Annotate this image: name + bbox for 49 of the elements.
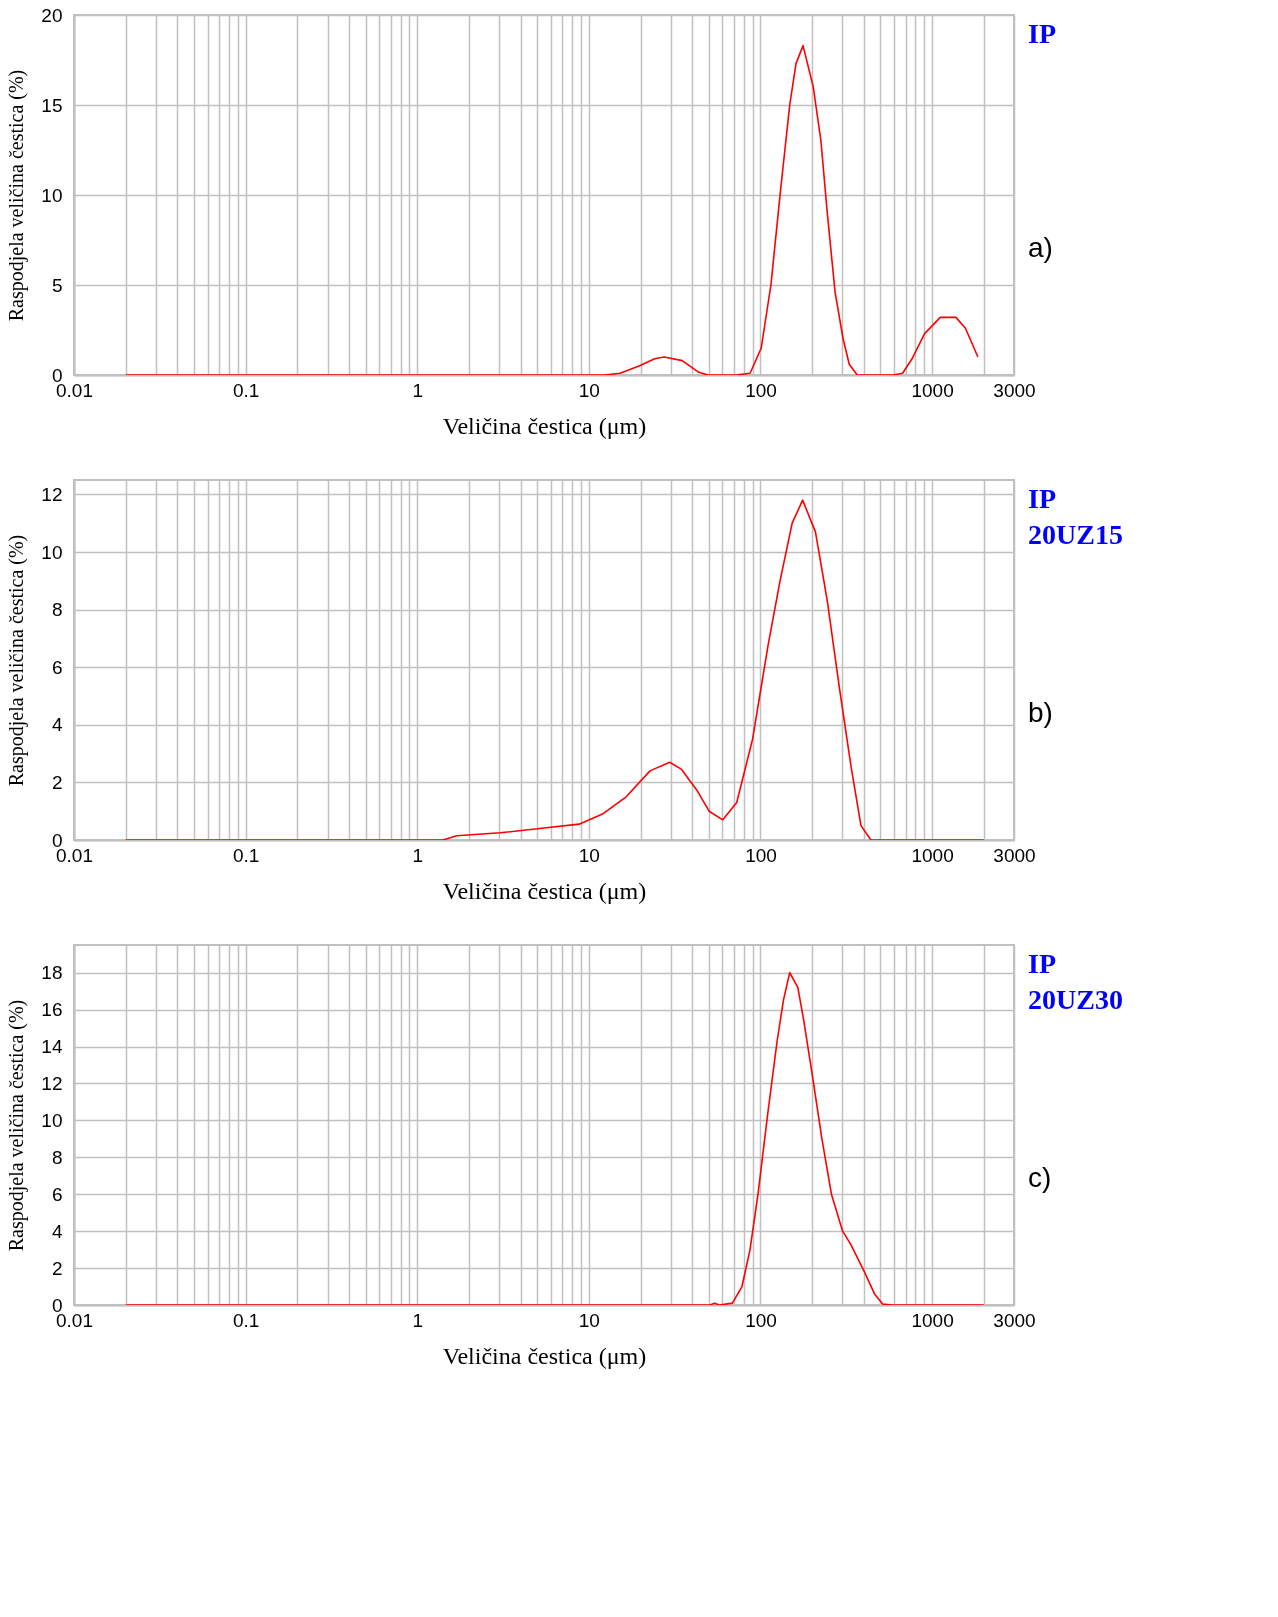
- x-axis-title: Veličina čestica (μm): [442, 877, 647, 904]
- x-tick-label: 1: [412, 379, 424, 401]
- x-tick-label: 1000: [911, 379, 954, 401]
- y-tick-label: 10: [41, 1109, 63, 1131]
- y-tick-label: 10: [41, 184, 63, 206]
- x-tick-label: 0.1: [232, 379, 260, 401]
- y-tick-label: 4: [51, 1220, 63, 1242]
- x-tick-label: 1000: [911, 844, 954, 866]
- x-tick-label: 100: [745, 1309, 777, 1331]
- y-tick-label: 8: [51, 1146, 63, 1168]
- y-axis-title: Raspodjela veličina čestica (%): [5, 69, 29, 322]
- y-tick-label: 15: [41, 94, 63, 116]
- y-axis-title: Raspodjela veličina čestica (%): [5, 534, 29, 787]
- y-tick-label: 20: [41, 4, 63, 26]
- y-tick-label: 5: [51, 274, 63, 296]
- y-tick-label: 14: [41, 1036, 63, 1058]
- x-tick-label: 1000: [911, 1309, 954, 1331]
- text: a): [1028, 232, 1053, 263]
- x-tick-label: 3000: [993, 379, 1036, 401]
- y-tick-label: 18: [41, 962, 63, 984]
- y-tick-label: 2: [51, 1257, 63, 1279]
- x-tick-label: 10: [578, 1309, 600, 1331]
- text: IP 20UZ30: [1028, 948, 1123, 1015]
- x-tick-label: 100: [745, 379, 777, 401]
- text: IP 20UZ15: [1028, 483, 1123, 550]
- x-tick-label: 10: [578, 379, 600, 401]
- x-tick-label: 0.1: [232, 844, 260, 866]
- y-tick-label: 6: [51, 656, 63, 678]
- x-tick-label: 3000: [993, 844, 1036, 866]
- text: IP: [1028, 18, 1056, 49]
- x-tick-label: 1: [412, 1309, 424, 1331]
- y-tick-label: 12: [41, 1072, 63, 1094]
- x-tick-label: 0.1: [232, 1309, 260, 1331]
- y-axis-title: Raspodjela veličina čestica (%): [5, 999, 29, 1252]
- y-tick-label: 6: [51, 1183, 63, 1205]
- x-tick-label: 3000: [993, 1309, 1036, 1331]
- x-axis-title: Veličina čestica (μm): [442, 412, 647, 439]
- x-axis-title: Veličina čestica (μm): [442, 1342, 647, 1369]
- y-tick-label: 12: [41, 483, 63, 505]
- y-tick-label: 2: [51, 771, 63, 793]
- x-tick-label: 100: [745, 844, 777, 866]
- x-tick-label: 10: [578, 844, 600, 866]
- y-tick-label: 8: [51, 599, 63, 621]
- y-tick-label: 4: [51, 714, 63, 736]
- x-tick-label: 1: [412, 844, 424, 866]
- text: c): [1028, 1162, 1052, 1193]
- y-tick-label: 10: [41, 541, 63, 563]
- y-tick-label: 16: [41, 999, 63, 1021]
- text: b): [1028, 697, 1053, 728]
